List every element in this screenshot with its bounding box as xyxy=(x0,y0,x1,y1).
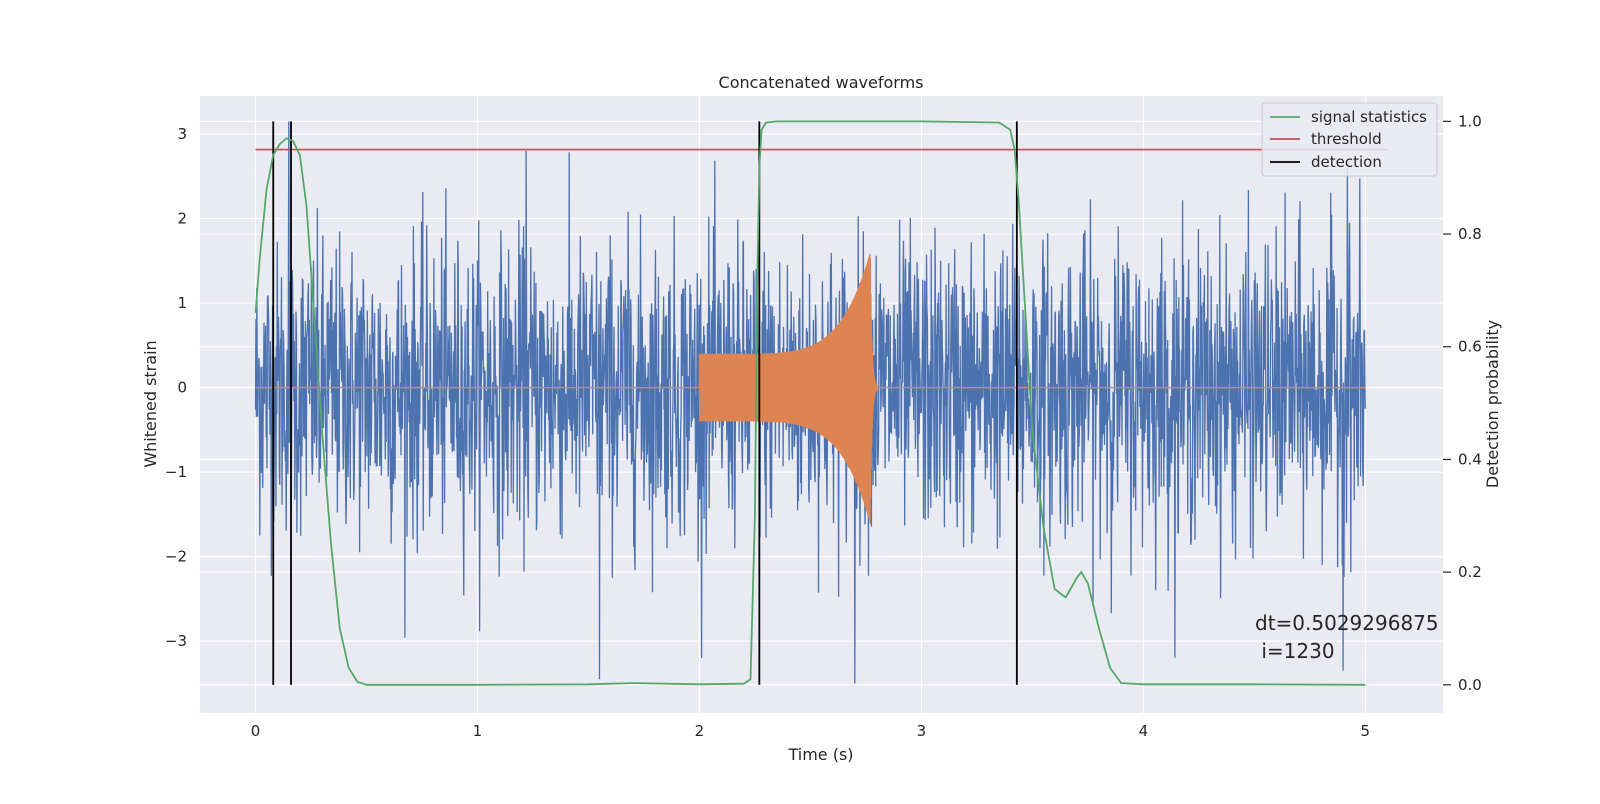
y-left-tick-label-2: 2 xyxy=(177,210,187,228)
signal-statistics-line xyxy=(254,120,1366,686)
x-tick-label-3: 3 xyxy=(917,722,927,740)
legend-label-detection: detection xyxy=(1311,153,1382,171)
x-axis-label: Time (s) xyxy=(787,745,853,764)
legend: signal statistics threshold detection xyxy=(1261,102,1438,177)
annotation-i: i=1230 xyxy=(1255,639,1335,663)
x-tick-label-5: 5 xyxy=(1361,722,1371,740)
y-right-tick-label-0.6: 0.6 xyxy=(1458,338,1482,356)
signal-statistics-series xyxy=(254,120,1366,686)
legend-label-signal-statistics: signal statistics xyxy=(1311,108,1427,126)
y-right-tick-label-1: 1.0 xyxy=(1458,112,1482,130)
y-right-tick-label-0.8: 0.8 xyxy=(1458,225,1482,243)
chirp-injection-line xyxy=(698,253,878,523)
y-axis-label-right: Detection probability xyxy=(1483,320,1502,488)
ticks: 0 1 2 3 4 5 −3 −2 −1 0 1 2 3 0.0 0.2 0.4 0.6 0.8 1.0 xyxy=(165,112,1482,740)
y-axis-label-left: Whitened strain xyxy=(141,340,160,467)
annotation-dt: dt=0.5029296875 xyxy=(1255,611,1439,635)
y-right-tick-label-0: 0.0 xyxy=(1458,676,1482,694)
y-right-tick-label-0.4: 0.4 xyxy=(1458,450,1482,468)
detection-lines xyxy=(272,121,1018,685)
y-left-tick-label-0: 0 xyxy=(177,379,187,397)
y-left-tick-label-3: 3 xyxy=(177,125,187,143)
legend-box xyxy=(1261,102,1438,177)
x-tick-label-1: 1 xyxy=(473,722,483,740)
chart-title: Concatenated waveforms xyxy=(719,73,924,92)
y-right-tick-label-0.2: 0.2 xyxy=(1458,563,1482,581)
y-left-tick-label--1: −1 xyxy=(165,463,187,481)
x-tick-label-4: 4 xyxy=(1139,722,1149,740)
chirp-injection-series xyxy=(255,253,1366,523)
x-tick-label-0: 0 xyxy=(251,722,261,740)
y-left-tick-label--3: −3 xyxy=(165,632,187,650)
legend-label-threshold: threshold xyxy=(1311,130,1382,148)
y-left-tick-label--2: −2 xyxy=(165,548,187,566)
x-tick-label-2: 2 xyxy=(695,722,705,740)
y-left-tick-label-1: 1 xyxy=(177,294,187,312)
